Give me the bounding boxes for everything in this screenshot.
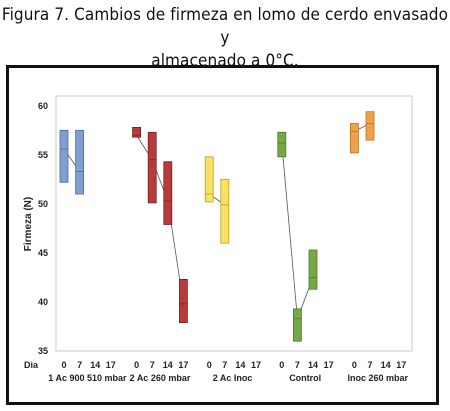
x-tick-label: 17 [396,360,406,370]
group-label: Control [289,373,321,383]
box [365,111,375,141]
x-tick-label: 0 [61,360,66,370]
x-tick-label: 17 [106,360,116,370]
x-tick-label: 0 [134,360,139,370]
x-tick-label: 0 [279,360,284,370]
box [75,129,84,195]
box [308,249,318,290]
x-tick-label: 14 [235,360,245,370]
x-tick-label: 17 [324,360,334,370]
y-tick-label: 40 [38,297,48,307]
y-tick-label: 35 [38,346,48,356]
caption-line-1: Figura 7. Cambios de firmeza en lomo de … [1,5,449,48]
y-tick-label: 60 [38,101,48,111]
box [204,156,214,203]
y-axis-label: Firmeza (N) [23,197,34,251]
group-label: 2 Ac Inoc [213,373,253,383]
box [349,123,359,154]
box [178,279,188,323]
x-tick-label: 14 [308,360,318,370]
y-tick-label: 45 [38,248,48,258]
x-tick-label: 14 [90,360,100,370]
y-tick-label: 55 [38,150,48,160]
box [277,131,287,158]
x-tick-label: 17 [251,360,261,370]
x-tick-label: 7 [150,360,155,370]
median-connector-line [136,135,184,304]
group-label: 1 Ac 900 510 mbar [48,373,127,383]
x-tick-label: 0 [207,360,212,370]
box [147,131,157,204]
x-tick-label: 14 [163,360,173,370]
box [220,178,230,244]
x-tick-label: 7 [222,360,227,370]
x-tick-label: 7 [77,360,82,370]
group-label: Inoc 260 mbar [348,373,409,383]
box [292,308,302,342]
box [59,129,69,183]
box [132,126,142,138]
x-tick-label: 7 [367,360,372,370]
x-axis-prefix: Dia [24,360,39,370]
x-tick-label: 0 [352,360,357,370]
x-tick-label: 14 [381,360,391,370]
x-tick-label: 17 [178,360,188,370]
group-label: 2 Ac 260 mbar [130,373,191,383]
box [163,161,173,225]
x-tick-label: 7 [295,360,300,370]
y-tick-label: 50 [38,199,48,209]
